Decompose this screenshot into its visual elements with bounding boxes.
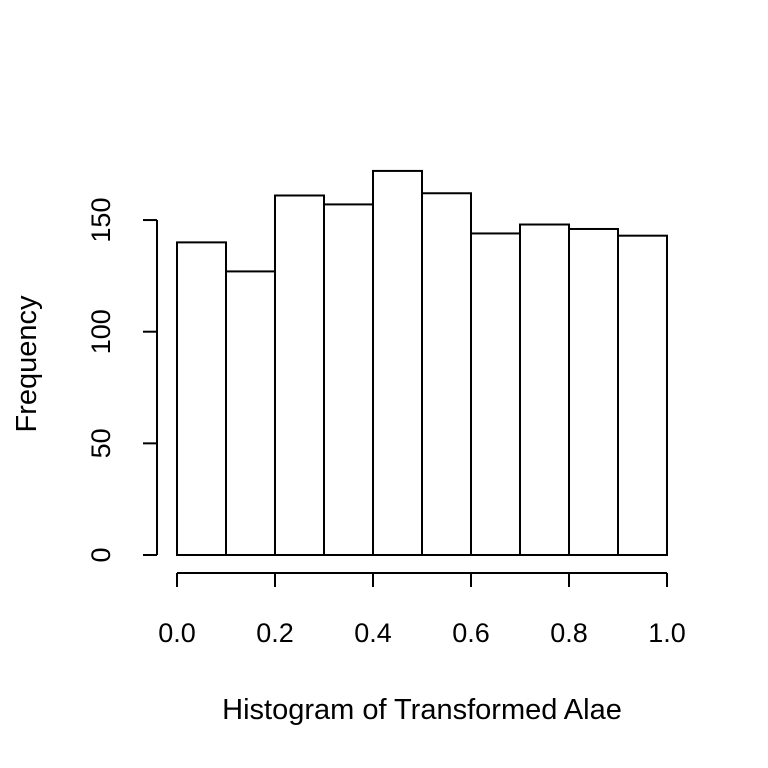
- y-tick-label: 150: [86, 198, 116, 243]
- histogram-bar-0: [176, 241, 227, 556]
- y-tick-label: 100: [86, 309, 116, 354]
- x-tick-label: 0.8: [550, 618, 588, 648]
- x-tick-label: 0.0: [158, 618, 196, 648]
- x-tick-label: 1.0: [648, 618, 686, 648]
- y-axis-ticks: 0 50 100 150: [86, 198, 157, 563]
- x-tick-label: 0.6: [452, 618, 490, 648]
- x-tick-label: 0.2: [256, 618, 294, 648]
- histogram-bar-8: [568, 227, 619, 556]
- x-axis-label: Histogram of Transformed Alae: [222, 694, 622, 726]
- histogram-bar-9: [617, 234, 668, 556]
- histogram-bar-5: [421, 192, 472, 556]
- histogram-bar-1: [225, 270, 276, 556]
- histogram-bar-3: [323, 203, 374, 556]
- y-tick-label: 0: [86, 547, 116, 562]
- x-axis-ticks: 0.0 0.2 0.4 0.6 0.8 1.0: [158, 573, 686, 648]
- histogram-bar-6: [470, 232, 521, 556]
- histogram-bar-4: [372, 169, 423, 556]
- histogram-bar-7: [519, 223, 570, 557]
- bars-group: [176, 169, 668, 557]
- x-tick-label: 0.4: [354, 618, 392, 648]
- y-tick-label: 50: [86, 428, 116, 458]
- histogram-bar-2: [274, 194, 325, 556]
- y-axis-label: Frequency: [11, 295, 43, 433]
